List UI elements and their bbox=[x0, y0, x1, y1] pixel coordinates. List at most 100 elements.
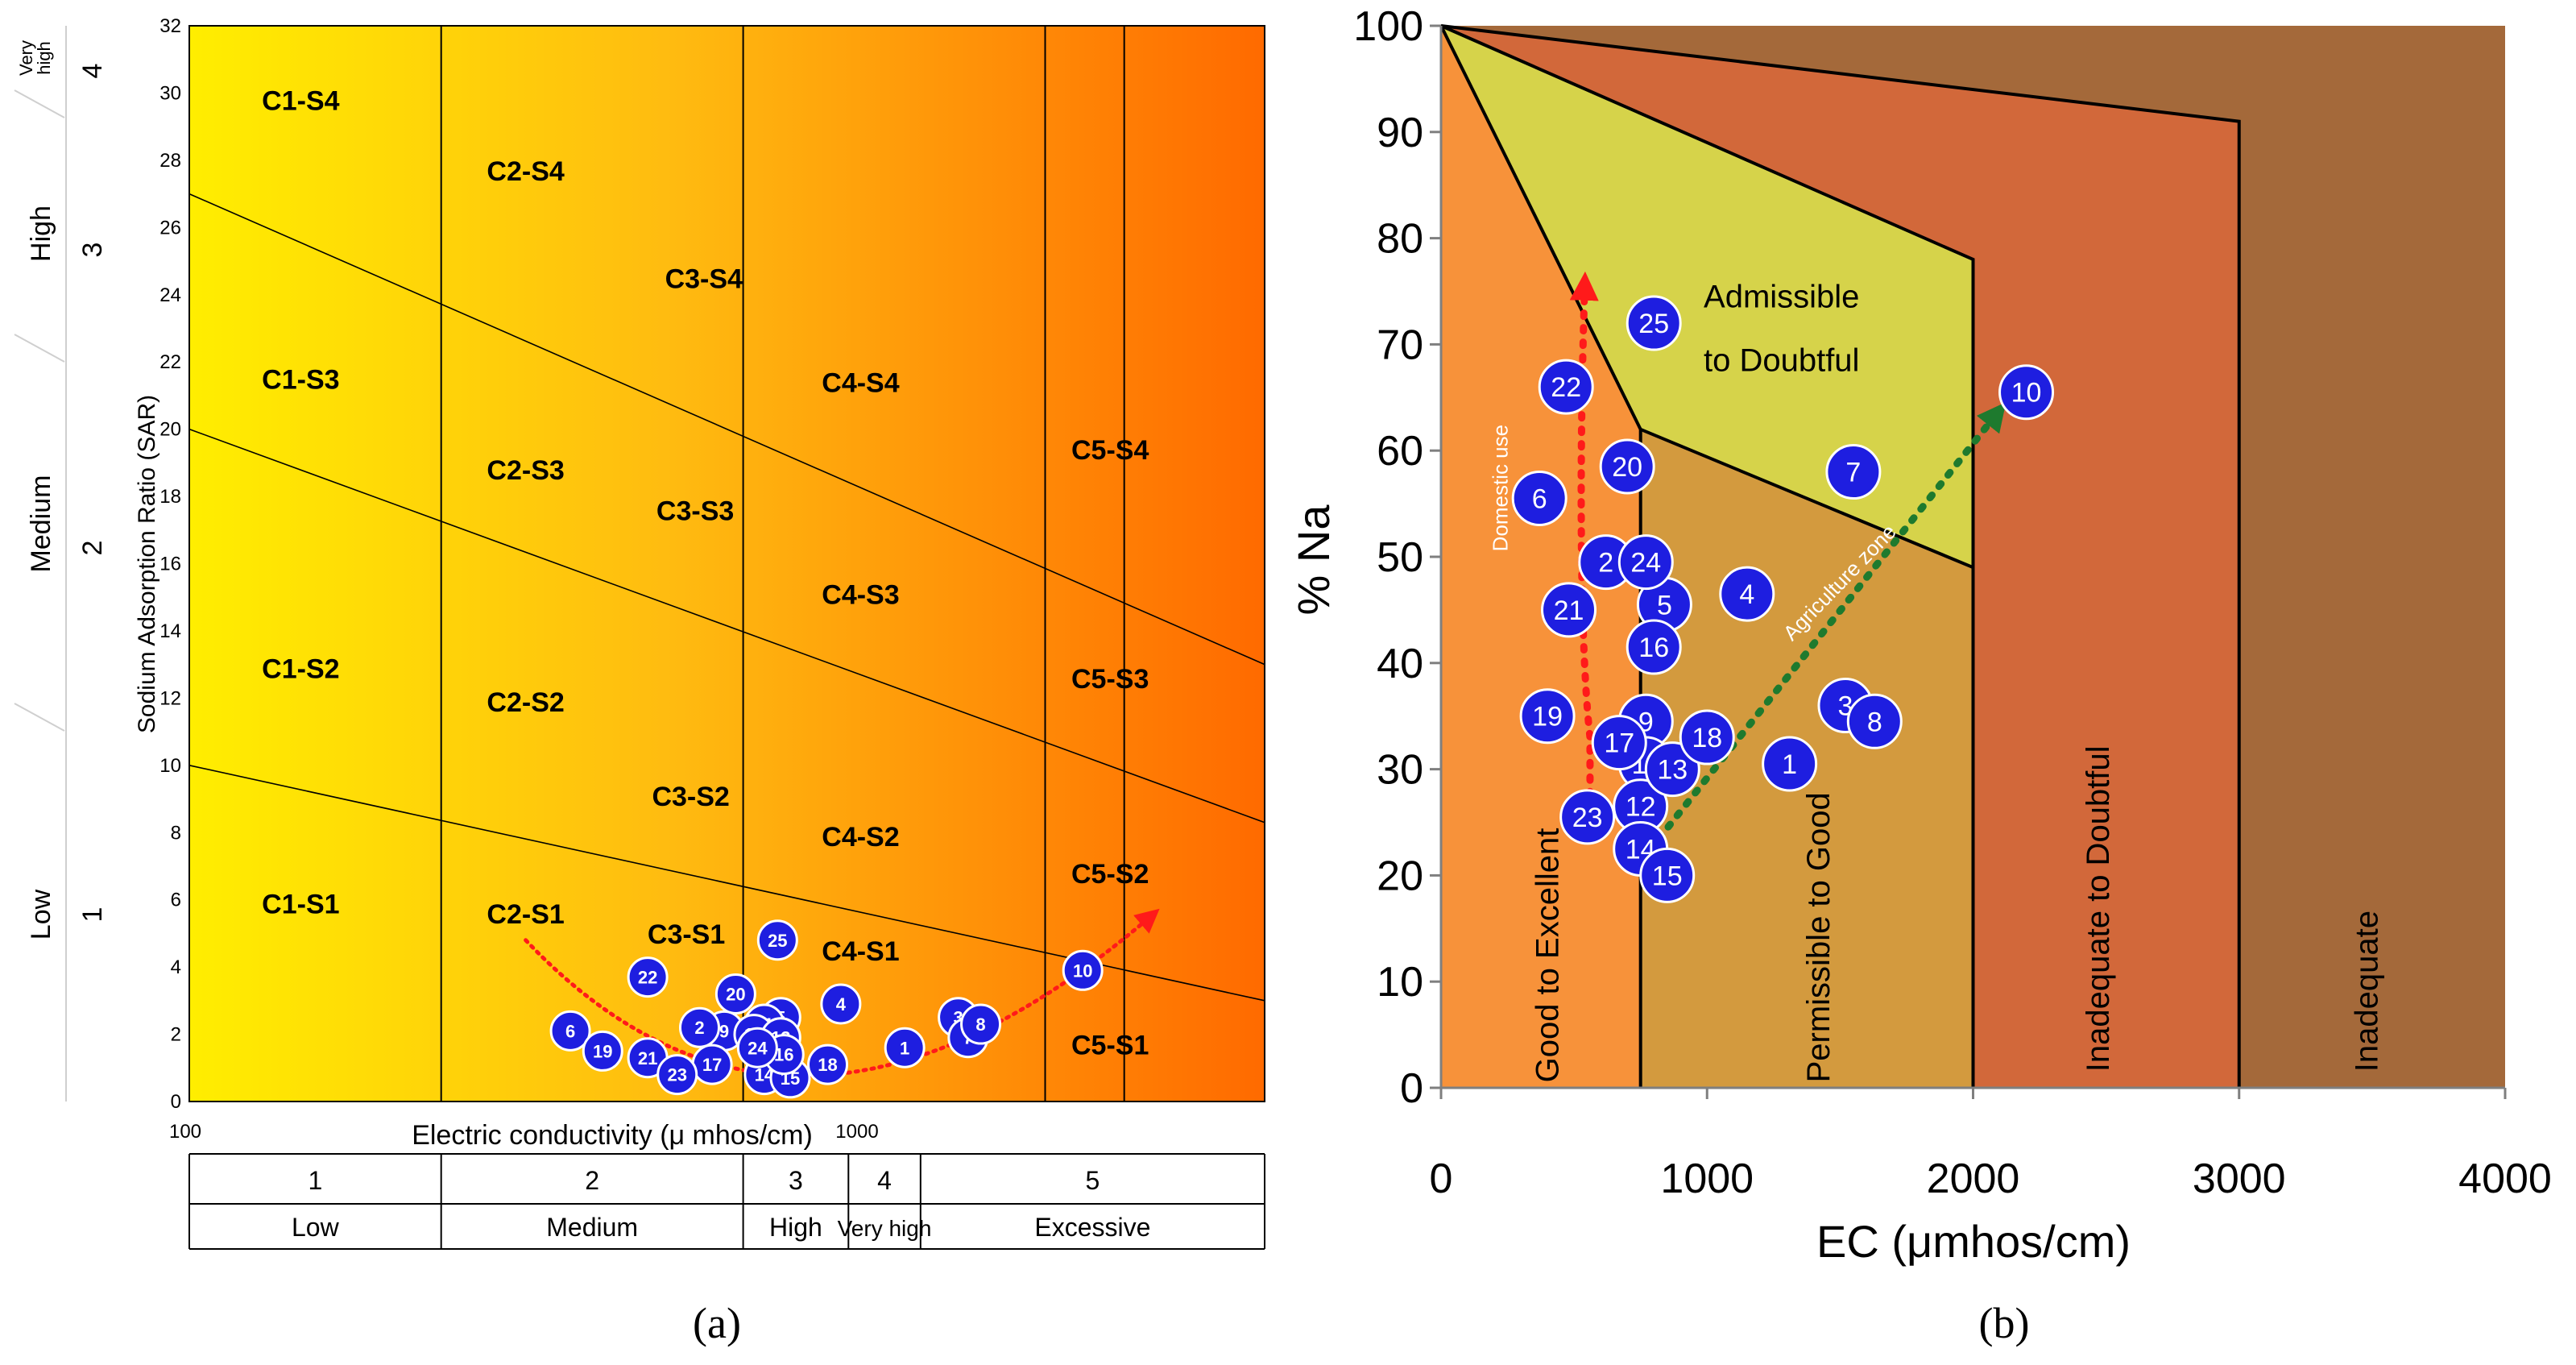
panel-b-point-label-6: 6 bbox=[1532, 484, 1547, 515]
salinity-class-table: 1 Low 2 Medium 3 High 4 Very high 5 Excessive bbox=[188, 1153, 1265, 1250]
panel-b-y-tick-20: 20 bbox=[1377, 853, 1423, 899]
panel-a-point-marker-20 bbox=[714, 973, 756, 1014]
zone-c2-s2: C2-S2 bbox=[487, 687, 564, 718]
panel-a-point-8: 8 bbox=[960, 1003, 1002, 1045]
panel-b-y-tick-10: 10 bbox=[1377, 959, 1423, 1006]
panel-b-y-tick-0: 0 bbox=[1400, 1065, 1423, 1112]
panel-a-point-22: 22 bbox=[627, 956, 669, 998]
panel-b-y-tick-30: 30 bbox=[1377, 747, 1423, 794]
panel-a-points: 1345678910111213141516171819220212223242… bbox=[549, 919, 1104, 1099]
panel-a-y-tick-22: 22 bbox=[159, 351, 181, 373]
panel-b-point-marker-17 bbox=[1591, 715, 1647, 771]
panel-a-point-23: 23 bbox=[656, 1054, 698, 1096]
panel-b-point-marker-15 bbox=[1639, 847, 1696, 903]
zone-label-inadequate-to-doubtful: Inadequate to Doubtful bbox=[2081, 745, 2116, 1072]
panel-b-y-tick-90: 90 bbox=[1377, 110, 1423, 156]
panel-a-point-marker-10 bbox=[1062, 949, 1104, 991]
panel-a-point-marker-2 bbox=[678, 1006, 720, 1048]
panel-b-point-25: 25 bbox=[1626, 295, 1682, 351]
panel-b-point-label-4: 4 bbox=[1739, 579, 1754, 610]
panel-b-point-label-5: 5 bbox=[1657, 590, 1672, 620]
panel-b-point-marker-7 bbox=[1825, 444, 1882, 500]
panel-a-point-marker-19 bbox=[582, 1030, 623, 1072]
panel-a-point-20: 20 bbox=[714, 973, 756, 1014]
panel-b-point-label-15: 15 bbox=[1652, 861, 1683, 891]
panel-a-point-17: 17 bbox=[691, 1043, 733, 1085]
zone-c5-s3: C5-S3 bbox=[1071, 664, 1149, 695]
panel-b-point-label-2: 2 bbox=[1598, 548, 1613, 579]
table-class-name-1: Low bbox=[292, 1213, 340, 1242]
panel-a-point-marker-24 bbox=[736, 1027, 778, 1068]
panel-a-point-21: 21 bbox=[627, 1037, 669, 1079]
hazard-label-medium: Medium bbox=[26, 475, 56, 573]
panel-b-point-15: 15 bbox=[1639, 847, 1696, 903]
panel-b-point-4: 4 bbox=[1719, 566, 1775, 622]
panel-b-point-label-24: 24 bbox=[1630, 548, 1661, 579]
panel-b-point-label-19: 19 bbox=[1532, 702, 1563, 732]
domestic-use-label: Domestic use bbox=[1489, 425, 1513, 552]
panel-a-sodium-hazard-strip: Low 1 Medium 2 High 3 Very high 4 bbox=[14, 26, 108, 1102]
table-class-name-4: Very high bbox=[838, 1216, 932, 1241]
panel-b-point-marker-23 bbox=[1559, 789, 1616, 845]
zone-c3-s1: C3-S1 bbox=[648, 919, 725, 950]
panel-a-point-18: 18 bbox=[807, 1043, 849, 1085]
panel-b-caption: (b) bbox=[1979, 1299, 2030, 1347]
panel-b-point-6: 6 bbox=[1511, 471, 1568, 527]
zone-c2-s3: C2-S3 bbox=[487, 455, 564, 486]
hazard-label-very: Very bbox=[16, 40, 36, 76]
panel-a-zone-labels: C1-S4 C1-S3 C1-S2 C1-S1 C2-S4 C2-S3 C2-S2 C2-S1… bbox=[262, 85, 1149, 1060]
panel-b-y-tick-40: 40 bbox=[1377, 641, 1423, 687]
panel-a-point-marker-23 bbox=[656, 1054, 698, 1096]
panel-b-axes: 0 1000 2000 3000 4000 0 10 20 30 40 50 60 70 80 90 100 bbox=[1353, 3, 2552, 1202]
panel-a-point-marker-1 bbox=[884, 1027, 926, 1068]
panel-a-y-tick-30: 30 bbox=[159, 82, 181, 104]
panel-b-point-marker-24 bbox=[1617, 534, 1674, 591]
panel-b-wilcox-percent-na: 0 1000 2000 3000 4000 0 10 20 30 40 50 60 70 80 90 100 … bbox=[1288, 3, 2552, 1347]
panel-b-point-marker-10 bbox=[1998, 364, 2055, 421]
panel-a-point-label-8: 8 bbox=[975, 1014, 985, 1035]
panel-b-point-marker-19 bbox=[1519, 688, 1576, 745]
hazard-num-4: 4 bbox=[77, 64, 108, 79]
panel-b-point-marker-21 bbox=[1541, 582, 1597, 638]
panel-b-point-marker-1 bbox=[1762, 736, 1818, 792]
panel-a-point-24: 24 bbox=[736, 1027, 778, 1068]
panel-b-point-label-8: 8 bbox=[1867, 707, 1882, 737]
panel-a-y-tick-6: 6 bbox=[171, 890, 181, 911]
panel-a-point-marker-6 bbox=[549, 1010, 591, 1052]
zone-label-admissible-line1: Admissible bbox=[1704, 279, 1859, 314]
panel-b-point-7: 7 bbox=[1825, 444, 1882, 500]
hazard-num-2: 2 bbox=[77, 541, 108, 556]
panel-a-point-label-2: 2 bbox=[694, 1018, 704, 1038]
panel-b-y-tick-60: 60 bbox=[1377, 428, 1423, 475]
panel-b-point-label-20: 20 bbox=[1612, 452, 1642, 483]
panel-a-point-label-22: 22 bbox=[638, 968, 657, 988]
table-class-number-4: 4 bbox=[877, 1166, 892, 1195]
panel-b-point-19: 19 bbox=[1519, 688, 1576, 745]
zone-c1-s4: C1-S4 bbox=[262, 85, 339, 116]
panel-b-point-23: 23 bbox=[1559, 789, 1616, 845]
panel-b-zone-labels: Good to Excellent Permissible to Good Inad… bbox=[1530, 279, 2384, 1082]
agriculture-zone-arrow bbox=[1655, 401, 2007, 842]
zone-c4-s4: C4-S4 bbox=[822, 368, 899, 399]
hazard-label-high: High bbox=[26, 205, 56, 262]
panel-a-y-tick-8: 8 bbox=[171, 822, 181, 844]
panel-a-y-tick-0: 0 bbox=[171, 1091, 181, 1113]
panel-a-point-label-1: 1 bbox=[900, 1038, 909, 1058]
panel-a-point-label-20: 20 bbox=[726, 985, 745, 1005]
panel-a-y-tick-26: 26 bbox=[159, 217, 181, 239]
panel-a-zone-lines bbox=[188, 26, 1265, 1102]
panel-a-point-label-6: 6 bbox=[565, 1021, 575, 1041]
panel-a-point-10: 10 bbox=[1062, 949, 1104, 991]
panel-a-x-tick-100: 100 bbox=[169, 1121, 201, 1143]
zone-c3-s4: C3-S4 bbox=[665, 263, 743, 294]
panel-a-plot-background bbox=[188, 25, 1265, 1102]
panel-a-point-6: 6 bbox=[549, 1010, 591, 1052]
boundary-doubtful bbox=[1440, 24, 1975, 1088]
panel-b-y-tick-100: 100 bbox=[1353, 3, 1423, 50]
panel-b-x-axis-label: EC (μmhos/cm) bbox=[1816, 1216, 2131, 1267]
panel-a-point-marker-25 bbox=[756, 919, 798, 961]
panel-a-y-tick-32: 32 bbox=[159, 15, 181, 37]
panel-b-point-marker-16 bbox=[1626, 619, 1682, 675]
